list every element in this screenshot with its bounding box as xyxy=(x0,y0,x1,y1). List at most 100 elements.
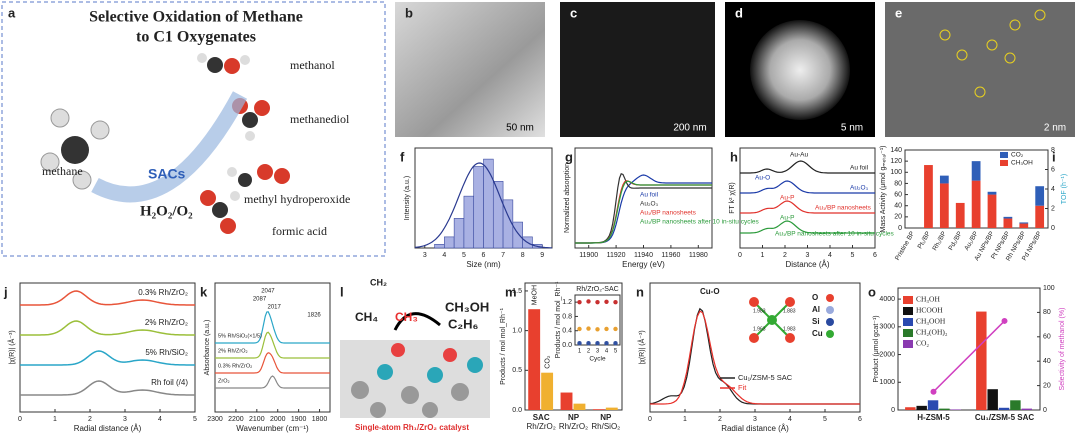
atom xyxy=(785,297,795,307)
x-tick-label: NP xyxy=(600,413,612,422)
axis-label: Intensity (a.u.) xyxy=(404,176,411,220)
legend-swatch xyxy=(1000,152,1008,158)
curve-label: ZrO₂ xyxy=(218,378,230,384)
histogram-bar xyxy=(444,236,455,249)
bar xyxy=(1035,186,1045,206)
curve-label: 0.3% Rh/ZrO₂ xyxy=(138,288,188,297)
axis-label: Radial distance (Å) xyxy=(74,424,142,433)
scale-bar: 200 nm xyxy=(673,123,706,134)
bar xyxy=(987,389,998,410)
x-tick-label: 1 xyxy=(761,252,765,259)
formula: CH₄ xyxy=(355,310,378,324)
bond-length: 1.963 xyxy=(753,326,766,332)
panel-label: k xyxy=(200,284,208,299)
x-tick-label: 0 xyxy=(648,416,652,423)
y-tick-label: 1.2 xyxy=(562,299,572,306)
legend-swatch xyxy=(826,294,834,302)
x-tick-label: 2100 xyxy=(249,416,265,423)
legend-swatch xyxy=(903,296,913,304)
annotation: Au₁/BP nanosheets xyxy=(815,205,872,212)
axis-label: Mass Activity (μmol gₘₑₜₐₗ⁻¹) xyxy=(880,145,887,232)
bar xyxy=(1035,205,1045,228)
point xyxy=(613,326,618,332)
axis-label: Products / mol mol_Rh⁻¹ xyxy=(555,281,562,358)
bar xyxy=(955,202,965,228)
atom xyxy=(749,297,759,307)
y-tick-label: 0.8 xyxy=(562,313,572,320)
y-tick-label: 0.5 xyxy=(512,367,522,374)
annotation: Au foil xyxy=(850,165,869,172)
legend-label: Au₂O₃ xyxy=(640,201,659,208)
bar xyxy=(939,183,949,228)
panel-label: g xyxy=(565,149,573,164)
caption: Single-atom Rh₁/ZrO₂ catalyst xyxy=(355,423,469,432)
point xyxy=(577,299,582,305)
axis-label: Size (nm) xyxy=(466,260,501,269)
x-tick-label: 0 xyxy=(738,252,742,259)
panel-label: d xyxy=(735,5,743,20)
histogram-bar xyxy=(473,166,484,249)
x-tick-label: 6 xyxy=(873,252,877,259)
x-tick-label: Pristine BP xyxy=(894,230,916,261)
y-tick-label: 1000 xyxy=(879,379,895,386)
y-tick-label: 0.4 xyxy=(562,328,572,335)
y-tick-label: 140 xyxy=(890,147,902,154)
x-tick-label: 11920 xyxy=(607,252,626,259)
y-tick-label: 80 xyxy=(1043,309,1051,316)
axis-label: FT k² χ(R) xyxy=(729,182,736,214)
point xyxy=(577,326,582,332)
x-tick-label: 2000 xyxy=(270,416,286,423)
curve-label: Rh foil (/4) xyxy=(151,378,188,387)
peak-label: 2087 xyxy=(253,297,267,303)
x-tick-label: 4 xyxy=(158,416,162,423)
panel-label: i xyxy=(1052,149,1056,164)
bar xyxy=(1019,222,1029,224)
bar xyxy=(1019,223,1029,228)
peak-label: 1826 xyxy=(307,313,321,319)
scale-bar: 2 nm xyxy=(1044,123,1066,134)
y-tick-label: 0.0 xyxy=(512,407,522,414)
x-tick-label: 9 xyxy=(540,252,544,259)
curve xyxy=(20,380,195,396)
tem-image xyxy=(885,2,1075,137)
legend-label: Au₁/BP nanosheets after 10 in-situ cycle… xyxy=(640,219,760,226)
curve xyxy=(20,290,195,306)
y-tick-label: 3000 xyxy=(879,324,895,331)
molecules xyxy=(40,53,290,234)
formula: CH₂ xyxy=(370,277,387,287)
point xyxy=(604,326,609,332)
histogram-bar xyxy=(434,243,445,249)
legend-label: CO₂ xyxy=(916,339,929,348)
y-tick-label: 0 xyxy=(1051,225,1055,232)
curve xyxy=(414,162,552,249)
bar xyxy=(971,161,981,181)
panel-label: h xyxy=(730,149,738,164)
x-tick-label: 3 xyxy=(753,416,757,423)
curve-label: 0.3% Rh/ZrO₂ xyxy=(218,363,252,369)
point xyxy=(595,299,600,305)
bar xyxy=(987,194,997,228)
legend-swatch xyxy=(1000,160,1008,166)
plot-frame xyxy=(19,282,196,413)
tem-image xyxy=(395,2,545,137)
atom xyxy=(785,333,795,343)
x-tick-label: 2 xyxy=(783,252,787,259)
formula: CH₃OH xyxy=(445,299,489,314)
panel-label: l xyxy=(340,284,344,299)
label: methyl hydroperoxide xyxy=(244,192,350,206)
axis-label: Normalized absorption xyxy=(564,163,571,233)
panel-label: n xyxy=(636,284,644,299)
bar xyxy=(605,407,618,410)
catalyst-model xyxy=(340,312,490,418)
panel-label: j xyxy=(3,284,8,299)
label: H₂O₂/O₂ xyxy=(140,203,193,219)
x-tick-label: Cu₁/ZSM-5 SAC xyxy=(975,413,1035,422)
x-tick-label: 3 xyxy=(596,349,600,355)
x-tick-label: 1 xyxy=(578,349,582,355)
y-tick-label: 0.0 xyxy=(562,342,572,349)
axis-label: Distance (Å) xyxy=(785,260,829,269)
point xyxy=(586,341,591,346)
legend-swatch xyxy=(903,307,913,315)
bar xyxy=(1003,218,1013,228)
